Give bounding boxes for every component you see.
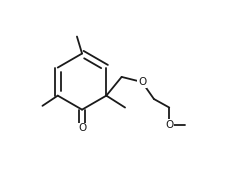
Text: O: O xyxy=(138,77,146,87)
Text: O: O xyxy=(78,123,86,133)
Text: O: O xyxy=(165,120,173,130)
